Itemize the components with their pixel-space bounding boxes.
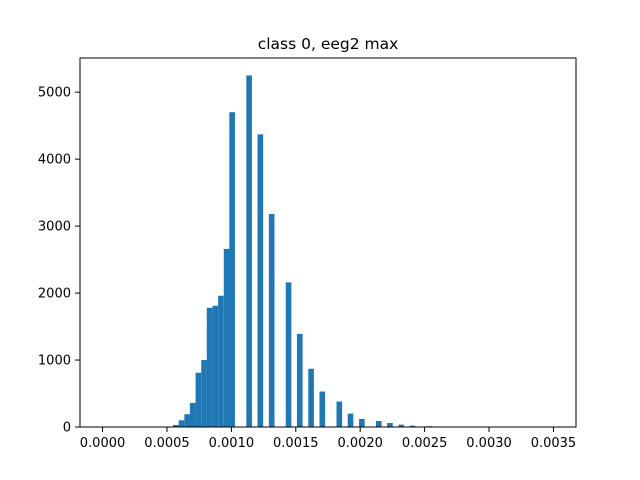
histogram-bar xyxy=(178,420,185,427)
histogram-bar xyxy=(257,134,264,427)
histogram-bar xyxy=(212,305,219,427)
x-tick-label: 0.0000 xyxy=(80,436,126,451)
y-tick-label: 2000 xyxy=(38,287,71,302)
x-axis: 0.0000 0.0005 0.0010 0.0015 0.0020 0.0025 0.00… xyxy=(80,427,576,451)
y-tick-label: 4000 xyxy=(38,153,71,168)
histogram-bar xyxy=(173,424,179,427)
x-tick-label: 0.0020 xyxy=(337,436,383,451)
histogram-bar xyxy=(195,372,202,427)
x-tick-label: 0.0030 xyxy=(466,436,512,451)
x-tick-label: 0.0035 xyxy=(531,436,577,451)
histogram-bar xyxy=(285,282,292,427)
histogram-bar xyxy=(218,295,224,427)
histogram-bar xyxy=(189,402,196,427)
histogram-bar xyxy=(336,401,343,427)
y-axis: 0 1000 2000 3000 4000 5000 xyxy=(38,86,80,436)
x-tick-label: 0.0025 xyxy=(402,436,448,451)
histogram-bar xyxy=(229,112,235,428)
x-tick-label: 0.0015 xyxy=(273,436,319,451)
x-tick-label: 0.0005 xyxy=(144,436,190,451)
histogram-bar xyxy=(223,248,230,427)
x-tick-label: 0.0010 xyxy=(209,436,255,451)
y-tick-label: 1000 xyxy=(38,354,71,369)
y-tick-label: 0 xyxy=(63,421,71,436)
histogram-bar xyxy=(398,424,405,427)
histogram-bars xyxy=(173,75,444,428)
histogram-bar xyxy=(201,360,207,427)
histogram-bar xyxy=(206,307,213,427)
histogram-bar xyxy=(387,422,393,427)
histogram-bar xyxy=(347,413,354,427)
histogram-bar xyxy=(184,414,190,427)
chart-title: class 0, eeg2 max xyxy=(258,35,399,53)
histogram-bar xyxy=(319,391,326,427)
histogram-bar xyxy=(308,368,314,427)
y-tick-label: 5000 xyxy=(38,86,71,101)
histogram-bar xyxy=(246,75,252,427)
histogram-bar xyxy=(296,333,303,427)
histogram-bar xyxy=(359,418,365,427)
y-tick-label: 3000 xyxy=(38,220,71,235)
plot-frame xyxy=(79,57,577,428)
histogram-bar xyxy=(409,425,416,427)
histogram-bar xyxy=(375,420,382,427)
histogram-bar xyxy=(268,214,275,427)
